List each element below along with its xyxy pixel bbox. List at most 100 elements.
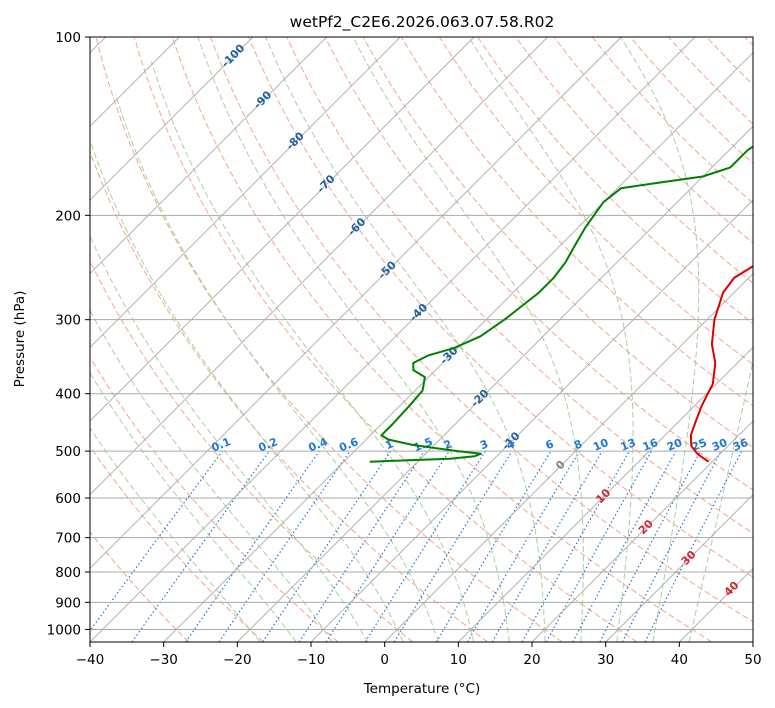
isotherm-line	[90, 37, 475, 422]
dry-adiabat	[90, 259, 414, 642]
x-tick-label: 30	[597, 652, 614, 668]
isotherm-line	[752, 641, 753, 642]
dry-adiabat	[591, 37, 753, 204]
y-tick-label: 1000	[47, 622, 81, 638]
isotherm-gridlines	[90, 37, 753, 642]
isotherm-label: -20	[468, 387, 491, 410]
mixing-ratio-label: 2	[442, 437, 454, 452]
y-tick-label: 400	[55, 387, 81, 403]
isotherm-label: -40	[407, 301, 430, 324]
dry-adiabat	[477, 37, 753, 325]
y-tick-label: 900	[55, 595, 81, 611]
mixing-ratio-line	[298, 450, 425, 642]
isotherm-line	[679, 567, 753, 642]
mixing-ratio-line	[218, 450, 351, 642]
isotherm-label: -80	[284, 129, 307, 152]
mixing-ratio-line	[644, 450, 743, 642]
isotherm-label: 30	[679, 548, 699, 568]
pressure-gridlines	[90, 37, 753, 630]
y-tick-label: 600	[55, 491, 81, 507]
isotherm-line	[384, 273, 753, 642]
y-axis-label: Pressure (hPa)	[12, 291, 28, 388]
moist-adiabat	[90, 309, 333, 642]
x-tick-label: 20	[523, 652, 540, 668]
isotherm-line	[90, 37, 548, 496]
moist-adiabat	[90, 234, 369, 642]
isotherm-line	[531, 420, 753, 642]
temperature-line	[689, 265, 753, 463]
dry-adiabat	[553, 37, 753, 244]
dry-adiabat	[438, 37, 753, 366]
dry-adiabat	[90, 356, 339, 642]
mixing-ratio-label: 13	[619, 436, 638, 454]
moist-adiabat	[197, 37, 510, 642]
dry-adiabat	[515, 37, 753, 284]
mixing-ratio-line	[90, 450, 223, 632]
dry-adiabat	[248, 37, 753, 578]
isotherm-line	[458, 346, 753, 642]
dewpoint-line	[369, 145, 753, 463]
mixing-ratio-label: 3	[478, 437, 490, 452]
moist-adiabat	[620, 37, 700, 642]
moist-adiabat	[352, 37, 584, 642]
x-tick-label: 40	[671, 652, 688, 668]
moist-adiabat	[688, 358, 753, 642]
mixing-ratio-lines	[90, 450, 743, 642]
mixing-ratio-label: 1	[383, 437, 395, 452]
chart-title: wetPf2_C2E6.2026.063.07.58.R02	[290, 13, 555, 32]
mixing-ratio-label: 8	[572, 437, 584, 452]
plot-frame	[89, 36, 754, 643]
moist-adiabat	[468, 37, 634, 642]
mixing-ratio-line	[572, 450, 677, 642]
moist-adiabat	[90, 138, 404, 642]
dry-adiabat	[210, 37, 753, 623]
mixing-ratio-label: 10	[591, 436, 610, 454]
moist-adiabat	[150, 61, 475, 642]
y-tick-label: 300	[55, 313, 81, 329]
moist-adiabat	[90, 427, 261, 642]
isotherm-line	[605, 494, 753, 642]
dry-adiabat	[400, 37, 753, 407]
x-axis-label: Temperature (°C)	[363, 681, 481, 697]
x-tick-label: −10	[297, 652, 326, 668]
isotherm-line	[90, 37, 401, 348]
mixing-ratio-line	[185, 450, 320, 642]
y-axis: 100 200 300 400 500 600 700 800 900 1000	[47, 30, 90, 638]
isotherm-label: 20	[636, 517, 656, 537]
y-tick-label: 700	[55, 531, 81, 547]
dry-adiabat	[90, 445, 264, 642]
isotherm-line	[90, 37, 622, 569]
mixing-ratio-label: 20	[665, 436, 684, 454]
dry-adiabat	[90, 150, 488, 642]
mixing-ratio-line	[545, 450, 653, 642]
dry-adiabat	[95, 37, 563, 642]
dry-adiabat	[668, 37, 753, 125]
x-tick-label: 10	[450, 652, 467, 668]
isotherm-line	[310, 199, 753, 642]
dry-adiabats	[90, 37, 753, 642]
isotherm-label: -70	[314, 172, 337, 195]
isotherm-line	[90, 37, 696, 642]
mixing-ratio-label: 36	[731, 436, 750, 454]
mixing-ratio-line	[599, 450, 702, 642]
dry-adiabat	[744, 37, 753, 47]
isotherm-label: -90	[251, 88, 274, 111]
moist-adiabat	[90, 371, 297, 642]
mixing-ratio-label: 30	[710, 436, 729, 454]
x-tick-label: −30	[149, 652, 178, 668]
moist-adiabat	[265, 37, 546, 642]
isotherm-line	[90, 37, 327, 275]
x-tick-label: −20	[223, 652, 252, 668]
isotherm-line	[90, 37, 254, 201]
mixing-ratio-line	[131, 450, 270, 642]
isotherm-label: 10	[593, 486, 613, 506]
y-tick-label: 200	[55, 208, 81, 224]
y-tick-label: 100	[55, 30, 81, 46]
mixing-ratio-labels: 0.1 0.2 0.4 0.6 1 1.5 2 3 4 6 8 10 13 16 20 25 30 36	[210, 435, 751, 454]
isotherm-label: 0	[553, 458, 568, 473]
x-tick-label: −40	[76, 652, 105, 668]
mixing-ratio-line	[325, 450, 450, 642]
isotherm-label: -60	[345, 215, 368, 238]
mixing-ratio-line	[521, 450, 631, 642]
